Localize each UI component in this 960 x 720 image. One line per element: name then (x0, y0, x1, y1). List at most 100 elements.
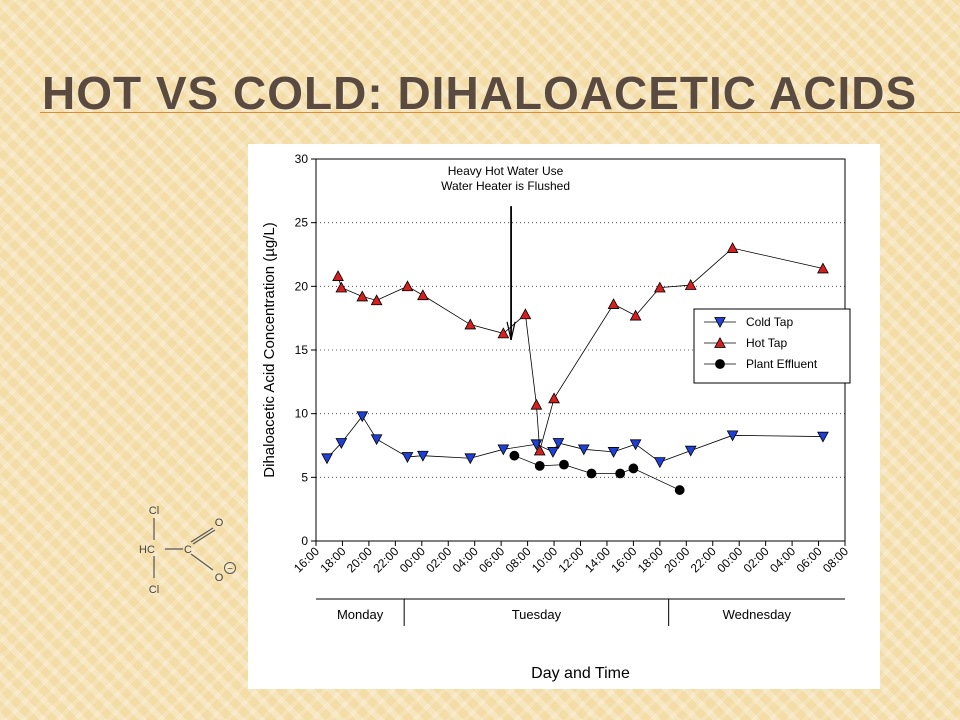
data-point (629, 309, 642, 321)
x-tick-label: 00:00 (397, 544, 428, 575)
data-point (464, 318, 477, 330)
data-point (726, 242, 739, 253)
day-label: Tuesday (512, 607, 562, 622)
x-tick-label: 08:00 (820, 544, 851, 575)
day-label: Monday (337, 607, 384, 622)
x-tick-label: 16:00 (291, 544, 322, 575)
y-axis-label: Dihaloacetic Acid Concentration (µg/L) (261, 222, 278, 477)
y-tick-label: 30 (295, 152, 309, 166)
data-point (548, 392, 560, 404)
data-point (684, 445, 697, 457)
dihaloacetate-structure: Cl HC C O O − Cl (139, 505, 236, 596)
data-point (370, 434, 383, 446)
data-point (615, 468, 626, 479)
data-point (530, 398, 543, 410)
data-point (586, 468, 597, 479)
data-point (817, 431, 829, 443)
data-point (509, 450, 520, 461)
data-point (417, 289, 429, 301)
series-plant-effluent (509, 450, 685, 495)
series-line (326, 415, 823, 463)
series-cold-tap (321, 411, 829, 469)
data-point (356, 290, 369, 302)
y-tick-label: 20 (295, 279, 309, 293)
y-tick-label: 10 (295, 407, 309, 421)
x-tick-label: 20:00 (344, 544, 375, 575)
slide-title: HOT VS COLD: DIHALOACETIC ACIDS (42, 67, 918, 119)
data-point (401, 280, 414, 292)
data-point (356, 411, 369, 423)
x-tick-label: 06:00 (794, 544, 825, 575)
legend-label: Cold Tap (746, 315, 793, 329)
x-axis-label: Day and Time (531, 665, 630, 682)
atom-o-bottom: O (215, 572, 224, 584)
atom-cl-top: Cl (149, 505, 159, 517)
data-point (464, 453, 477, 465)
x-tick-label: 22:00 (370, 544, 401, 575)
atom-c: C (184, 544, 192, 556)
x-tick-label: 04:00 (450, 544, 481, 575)
series-hot-tap (332, 242, 829, 456)
y-axis-ticks: 0 5 10 15 20 25 30 (295, 152, 316, 548)
atom-hc: HC (139, 544, 155, 556)
data-point (607, 298, 620, 309)
data-point (653, 457, 666, 469)
legend: Cold Tap Hot Tap Plant Effluent (693, 308, 851, 384)
x-tick-label: 18:00 (635, 544, 666, 575)
x-tick-label: 20:00 (661, 544, 692, 575)
x-tick-label: 16:00 (608, 544, 639, 575)
x-tick-label: 04:00 (767, 544, 798, 575)
y-tick-label: 0 (301, 534, 308, 548)
series (321, 242, 829, 495)
atom-cl-bottom: Cl (149, 584, 159, 596)
x-tick-label: 02:00 (423, 544, 454, 575)
data-point (370, 294, 383, 306)
x-tick-label: 12:00 (555, 544, 586, 575)
data-point (547, 447, 559, 458)
x-tick-label: 02:00 (741, 544, 772, 575)
title-divider (40, 112, 960, 113)
data-point (559, 459, 569, 470)
data-point (534, 460, 545, 471)
data-point (628, 463, 639, 474)
y-tick-label: 5 (301, 470, 308, 484)
x-tick-label: 18:00 (317, 544, 348, 575)
x-tick-label: 14:00 (582, 544, 613, 575)
data-point (577, 444, 590, 456)
atom-o-top: O (215, 517, 224, 529)
x-tick-label: 00:00 (714, 544, 745, 575)
data-point (321, 453, 333, 465)
annotation-line-2: Water Heater is Flushed (441, 179, 570, 193)
negative-charge: − (227, 564, 233, 575)
day-label: Wednesday (723, 607, 792, 622)
data-point (714, 336, 726, 348)
x-tick-label: 22:00 (688, 544, 719, 575)
data-point (714, 317, 726, 329)
x-tick-label: 10:00 (529, 544, 560, 575)
data-point (497, 444, 510, 456)
data-point (817, 262, 829, 274)
data-point (629, 439, 642, 451)
data-point (335, 438, 348, 449)
data-point (332, 270, 344, 281)
data-point (726, 430, 739, 442)
x-tick-label: 08:00 (503, 544, 534, 575)
data-point (335, 281, 348, 293)
data-point (497, 327, 510, 339)
data-point (674, 485, 685, 495)
y-tick-label: 25 (295, 216, 309, 230)
data-point (417, 450, 429, 462)
annotation-arrowhead (506, 321, 516, 340)
data-point (653, 281, 666, 293)
data-point (715, 359, 725, 369)
x-axis-ticks: 16:0018:0020:0022:0000:0002:0004:0006:00… (291, 541, 851, 575)
annotation-line-1: Heavy Hot Water Use (448, 164, 564, 178)
legend-label: Hot Tap (746, 336, 787, 350)
data-point (533, 444, 546, 456)
data-point (519, 308, 532, 320)
day-axis: Monday Tuesday Wednesday (316, 598, 845, 626)
data-point (607, 447, 620, 458)
y-tick-label: 15 (295, 343, 309, 357)
chart-panel: 0 5 10 15 20 25 30 16:00 18:00 20:00 22:00 00:00 02… (248, 144, 880, 689)
